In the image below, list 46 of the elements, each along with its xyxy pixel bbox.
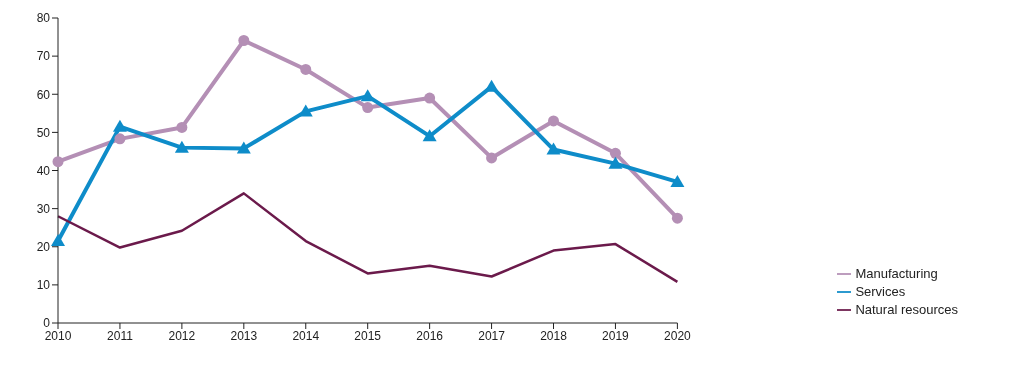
point <box>114 133 126 145</box>
y-tick-label: 0 <box>43 316 51 331</box>
point <box>609 147 621 159</box>
x-tick-label: 2017 <box>478 328 506 343</box>
point <box>486 152 498 164</box>
point <box>608 156 623 169</box>
point <box>300 63 312 75</box>
x-tick-label: 2018 <box>540 328 568 343</box>
legend-label: Natural resources <box>855 302 958 317</box>
y-tick-label: 60 <box>36 87 51 102</box>
x-tick-label: 2020 <box>664 328 692 343</box>
point <box>238 34 250 46</box>
y-tick-label: 40 <box>36 163 51 178</box>
point <box>236 141 251 154</box>
point <box>546 142 561 155</box>
y-tick-label: 20 <box>36 240 51 255</box>
point <box>671 212 683 224</box>
y-tick-label: 30 <box>36 201 51 216</box>
x-tick-label: 2014 <box>292 328 320 343</box>
point <box>424 92 436 104</box>
point <box>422 129 437 142</box>
point <box>112 119 127 132</box>
point <box>174 140 189 153</box>
line-series <box>56 192 679 284</box>
x-tick-label: 2013 <box>230 328 258 343</box>
x-tick-label: 2015 <box>354 328 382 343</box>
x-tick-label: 2010 <box>44 328 72 343</box>
x-tick-label: 2012 <box>168 328 196 343</box>
point <box>51 234 65 247</box>
point <box>670 174 685 187</box>
point <box>484 79 499 92</box>
y-tick-label: 80 <box>36 11 51 26</box>
point <box>298 104 313 117</box>
point <box>362 102 374 114</box>
point <box>176 121 188 133</box>
y-tick-label: 50 <box>36 125 51 140</box>
x-tick-label: 2016 <box>416 328 444 343</box>
y-tick-label: 70 <box>36 49 51 64</box>
legend-label: Services <box>855 284 906 299</box>
point <box>548 115 560 127</box>
point <box>52 156 64 168</box>
y-tick-label: 10 <box>36 278 51 293</box>
point <box>360 89 375 102</box>
x-tick-label: 2011 <box>107 328 134 343</box>
legend-label: Manufacturing <box>855 266 938 281</box>
x-tick-label: 2019 <box>602 328 630 343</box>
